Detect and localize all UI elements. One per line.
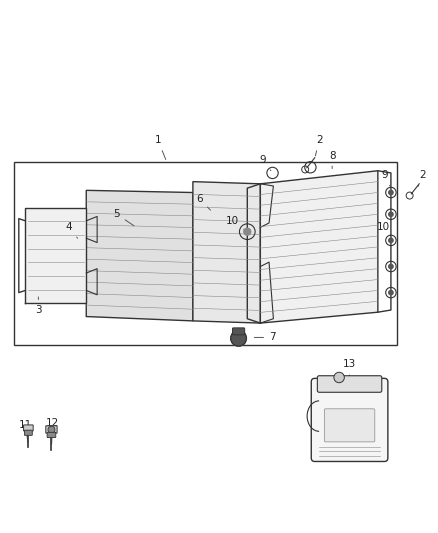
Polygon shape — [193, 182, 260, 323]
Circle shape — [334, 372, 344, 383]
Text: 11: 11 — [19, 421, 32, 442]
Circle shape — [389, 238, 393, 243]
Text: 12: 12 — [46, 418, 60, 445]
Text: 2: 2 — [418, 170, 426, 187]
Text: 9: 9 — [259, 155, 271, 171]
Text: 5: 5 — [113, 209, 134, 226]
Text: 1: 1 — [155, 135, 166, 159]
Text: 13: 13 — [343, 359, 356, 377]
Polygon shape — [260, 171, 378, 323]
Circle shape — [231, 330, 247, 346]
FancyBboxPatch shape — [24, 425, 33, 431]
Text: 4: 4 — [66, 222, 78, 238]
Text: 7: 7 — [254, 333, 276, 342]
FancyBboxPatch shape — [25, 430, 32, 435]
FancyBboxPatch shape — [46, 426, 57, 433]
FancyBboxPatch shape — [47, 432, 56, 438]
Circle shape — [389, 264, 393, 269]
Text: 3: 3 — [35, 297, 42, 315]
Text: 2: 2 — [315, 135, 322, 156]
Text: 10: 10 — [226, 216, 245, 230]
FancyBboxPatch shape — [311, 378, 388, 462]
Circle shape — [389, 290, 393, 295]
Text: 8: 8 — [329, 150, 336, 168]
Text: 6: 6 — [196, 194, 211, 210]
Circle shape — [244, 228, 251, 235]
Circle shape — [389, 212, 393, 216]
Text: 9: 9 — [381, 170, 390, 185]
FancyBboxPatch shape — [318, 376, 382, 392]
Circle shape — [389, 190, 393, 195]
Circle shape — [48, 426, 55, 433]
Polygon shape — [86, 190, 193, 321]
Text: 10: 10 — [377, 222, 391, 238]
FancyBboxPatch shape — [324, 409, 375, 442]
FancyBboxPatch shape — [14, 162, 397, 345]
Polygon shape — [25, 208, 86, 303]
FancyBboxPatch shape — [233, 328, 245, 335]
